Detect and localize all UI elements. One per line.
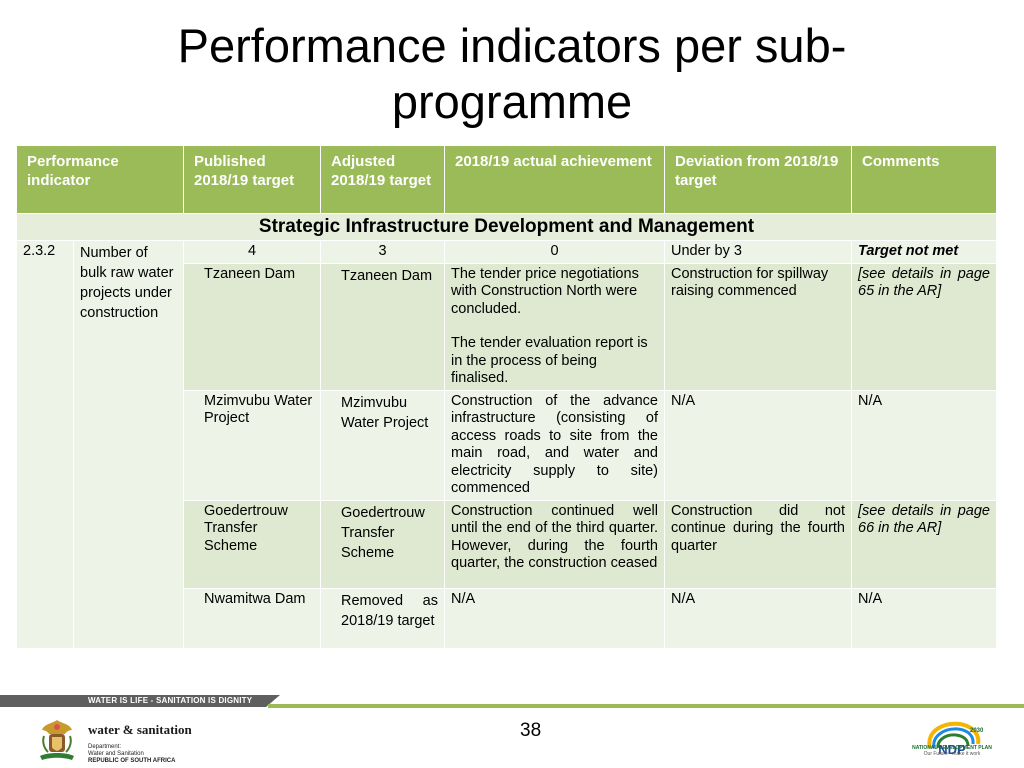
ndp-logo-text: NDP: [938, 742, 966, 757]
performance-indicator-table: Performance indicator Published 2018/19 …: [16, 145, 997, 649]
row-actual: The tender price negotiations with Const…: [444, 262, 665, 391]
footer-slogan: WATER IS LIFE - SANITATION IS DIGNITY: [88, 696, 253, 705]
table-row: Mzimvubu Water Project Mzimvubu Water Pr…: [17, 389, 997, 501]
summary-row: 2.3.2 Number of bulk raw water projects …: [16, 240, 997, 649]
title-line-1: Performance indicators per sub-: [177, 19, 847, 72]
department-line-2: Water and Sanitation: [88, 751, 144, 757]
ndp-logo-icon: NDP 2030: [927, 721, 984, 757]
row-deviation: Construction did not continue during the…: [664, 499, 852, 589]
row-published: Nwamitwa Dam: [183, 587, 321, 649]
ndp-caption: NATIONAL DEVELOPMENT PLAN Our Future - m…: [906, 745, 998, 757]
row-adjusted: Removed as 2018/19 target: [320, 587, 445, 649]
coat-of-arms-icon: [40, 720, 74, 760]
header-published-target: Published 2018/19 target: [183, 145, 321, 214]
title-line-2: programme: [391, 75, 633, 128]
department-logo: water & sanitation Department: Water and…: [88, 722, 192, 765]
row-comments: N/A: [851, 587, 997, 649]
department-line-3: REPUBLIC OF SOUTH AFRICA: [88, 758, 176, 764]
table-row: Nwamitwa Dam Removed as 2018/19 target N…: [17, 587, 997, 649]
actual-paragraph-1: The tender price negotiations with Const…: [451, 265, 639, 317]
section-title: Strategic Infrastructure Development and…: [16, 213, 997, 241]
indicator-name: Number of bulk raw water projects under …: [73, 240, 184, 649]
actual-paragraph-2: The tender evaluation report is in the p…: [451, 335, 648, 386]
ndp-year: 2030: [970, 728, 984, 734]
table-row: Goedertrouw Transfer Scheme Goedertrouw …: [17, 499, 997, 589]
row-comments: [see details in page 66 in the AR]: [851, 499, 997, 589]
row-deviation: N/A: [664, 587, 852, 649]
row-published: Tzaneen Dam: [183, 262, 321, 391]
row-adjusted: Goedertrouw Transfer Scheme: [320, 499, 445, 589]
row-published: Goedertrouw Transfer Scheme: [183, 499, 321, 589]
header-actual-achievement: 2018/19 actual achievement: [444, 145, 665, 214]
summary-published: 4: [183, 240, 321, 264]
ndp-line-2: Our Future - make it work: [923, 751, 981, 757]
row-adjusted: Tzaneen Dam: [320, 262, 445, 391]
summary-comments: Target not met: [851, 240, 997, 264]
row-comments: [see details in page 65 in the AR]: [851, 262, 997, 391]
summary-adjusted: 3: [320, 240, 445, 264]
ndp-line-1: NATIONAL DEVELOPMENT PLAN: [912, 745, 992, 751]
slide-title: Performance indicators per sub- programm…: [0, 18, 1024, 130]
department-line-1: Department:: [88, 744, 122, 750]
row-actual: N/A: [444, 587, 665, 649]
header-deviation: Deviation from 2018/19 target: [664, 145, 852, 214]
header-comments: Comments: [851, 145, 997, 214]
summary-actual: 0: [444, 240, 665, 264]
section-row: Strategic Infrastructure Development and…: [16, 213, 997, 241]
table-row: Tzaneen Dam Tzaneen Dam The tender price…: [17, 262, 997, 391]
row-deviation: N/A: [664, 389, 852, 501]
page-number: 38: [520, 720, 542, 741]
row-published: Mzimvubu Water Project: [183, 389, 321, 501]
summary-deviation: Under by 3: [664, 240, 852, 264]
header-performance-indicator: Performance indicator: [16, 145, 184, 214]
header-adjusted-target: Adjusted 2018/19 target: [320, 145, 445, 214]
header-row: Performance indicator Published 2018/19 …: [16, 145, 997, 214]
footer-green-line: [268, 704, 1024, 708]
row-actual: Construction continued well until the en…: [444, 499, 665, 589]
row-deviation: Construction for spillway raising commen…: [664, 262, 852, 391]
indicator-number: 2.3.2: [16, 240, 74, 649]
row-comments: N/A: [851, 389, 997, 501]
footer-slogan-bar: [0, 695, 280, 707]
department-name: water & sanitation: [88, 722, 192, 737]
row-adjusted: Mzimvubu Water Project: [320, 389, 445, 501]
row-actual: Construction of the advance infrastructu…: [444, 389, 665, 501]
footer-band: WATER IS LIFE - SANITATION IS DIGNITY: [0, 695, 1024, 711]
